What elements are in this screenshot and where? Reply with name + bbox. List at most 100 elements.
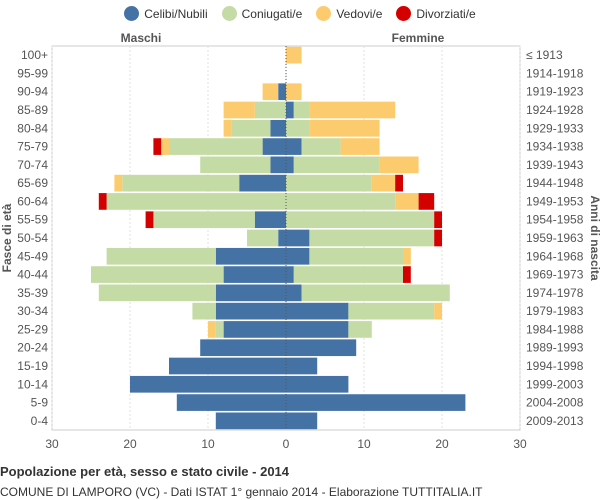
bar-male-celibi (270, 119, 286, 137)
age-label: 30-34 (17, 304, 48, 318)
chart-title: Popolazione per età, sesso e stato civil… (0, 464, 290, 479)
bar-female-coniugate (301, 138, 341, 155)
bar-female-nubili (286, 156, 294, 174)
bar-male-divorziati (98, 193, 107, 210)
bar-male-celibi (130, 375, 286, 393)
age-label: 70-74 (17, 158, 48, 172)
bar-female-nubili (286, 375, 349, 393)
bar-female-coniugate (348, 302, 435, 320)
legend-swatch-vedovi (316, 6, 332, 21)
bar-female-vedove (286, 46, 302, 64)
bar-female-coniugate (348, 321, 372, 338)
bar-female-vedove (309, 101, 396, 119)
bar-male-coniugati (106, 247, 216, 265)
birth-year-label: 2004-2008 (526, 396, 584, 410)
birth-year-label: 1924-1928 (526, 103, 584, 117)
legend-item-divorziati: Divorziati/e (396, 6, 476, 21)
birth-year-label: 1994-1998 (526, 359, 584, 373)
bar-female-divorziate (434, 229, 442, 247)
age-label: 95-99 (17, 66, 48, 80)
bar-male-celibi (278, 83, 286, 101)
bar-male-coniugati (106, 193, 286, 210)
birth-year-label: 1979-1983 (526, 304, 584, 318)
bar-male-coniugati (153, 211, 255, 229)
age-label: 35-39 (17, 286, 48, 300)
bar-female-nubili (286, 339, 357, 357)
bar-female-coniugate (286, 174, 372, 192)
legend-label-celibi: Celibi/Nubili (144, 6, 208, 21)
bar-male-coniugati (254, 101, 286, 119)
birth-year-label: 1984-1988 (526, 322, 584, 336)
x-tick-label: 30 (513, 437, 527, 451)
bar-male-celibi (215, 247, 286, 265)
bar-male-celibi (223, 266, 286, 283)
bar-female-nubili (286, 229, 310, 247)
age-label: 90-94 (17, 85, 48, 99)
bar-female-vedove (340, 138, 380, 155)
males-header: Maschi (121, 31, 162, 45)
birth-year-label: 1934-1938 (526, 140, 584, 154)
age-label: 75-79 (17, 140, 48, 154)
bar-male-coniugati (247, 229, 279, 247)
legend: Celibi/Nubili Coniugati/e Vedovi/e Divor… (0, 6, 600, 21)
bar-male-celibi (200, 339, 286, 357)
age-label: 20-24 (17, 341, 48, 355)
y-axis-title-right: Anni di nascita (588, 195, 600, 281)
bar-female-coniugate (309, 229, 435, 247)
x-tick-label: 0 (283, 437, 290, 451)
bar-male-vedovi (262, 83, 279, 101)
bar-female-nubili (286, 138, 302, 155)
bar-female-nubili (286, 247, 310, 265)
bar-male-coniugati (98, 284, 216, 302)
bar-male-vedovi (114, 174, 123, 192)
bar-male-celibi (254, 211, 286, 229)
legend-label-divorziati: Divorziati/e (416, 6, 476, 21)
females-header: Femmine (392, 31, 445, 45)
bar-female-divorziate (403, 266, 411, 283)
legend-label-coniugati: Coniugati/e (241, 6, 303, 21)
age-label: 15-19 (17, 359, 48, 373)
bar-male-coniugati (192, 302, 216, 320)
bar-female-coniugate (293, 101, 310, 119)
birth-year-label: 1989-1993 (526, 341, 584, 355)
x-tick-label: 20 (435, 437, 449, 451)
y-axis-title-left: Fasce di età (0, 203, 14, 272)
age-label: 45-49 (17, 249, 48, 263)
birth-year-label: 1969-1973 (526, 268, 584, 282)
bar-male-vedovi (223, 101, 255, 119)
birth-year-label: 1949-1953 (526, 194, 584, 208)
age-label: 25-29 (17, 322, 48, 336)
bar-female-vedove (309, 119, 380, 137)
x-tick-label: 30 (45, 437, 59, 451)
bar-male-coniugati (231, 119, 271, 137)
x-tick-label: 20 (123, 437, 137, 451)
birth-year-label: 1929-1933 (526, 121, 584, 135)
birth-year-label: 1999-2003 (526, 377, 584, 391)
birth-year-label: 1974-1978 (526, 286, 584, 300)
bar-male-divorziati (153, 138, 162, 155)
legend-item-coniugati: Coniugati/e (221, 6, 303, 21)
bar-female-nubili (286, 101, 294, 119)
bar-female-coniugate (301, 284, 450, 302)
bar-female-vedove (286, 83, 302, 101)
bar-female-nubili (286, 266, 294, 283)
birth-year-label: 1919-1923 (526, 85, 584, 99)
bar-female-vedove (379, 156, 419, 174)
legend-swatch-celibi (124, 6, 140, 21)
bar-male-celibi (169, 357, 286, 375)
birth-year-label: 1914-1918 (526, 66, 584, 80)
bar-male-celibi (215, 412, 286, 430)
age-label: 0-4 (31, 414, 49, 428)
bar-female-vedove (371, 174, 396, 192)
bar-female-divorziate (395, 174, 403, 192)
bar-female-coniugate (309, 247, 403, 265)
bar-male-celibi (215, 284, 286, 302)
bar-male-coniugati (91, 266, 224, 283)
birth-year-label: 1959-1963 (526, 231, 584, 245)
bar-male-celibi (262, 138, 286, 155)
bar-female-nubili (286, 302, 349, 320)
bar-male-coniugati (122, 174, 240, 192)
bar-female-nubili (286, 284, 302, 302)
birth-year-label: ≤ 1913 (526, 48, 563, 62)
birth-year-label: 1939-1943 (526, 158, 584, 172)
